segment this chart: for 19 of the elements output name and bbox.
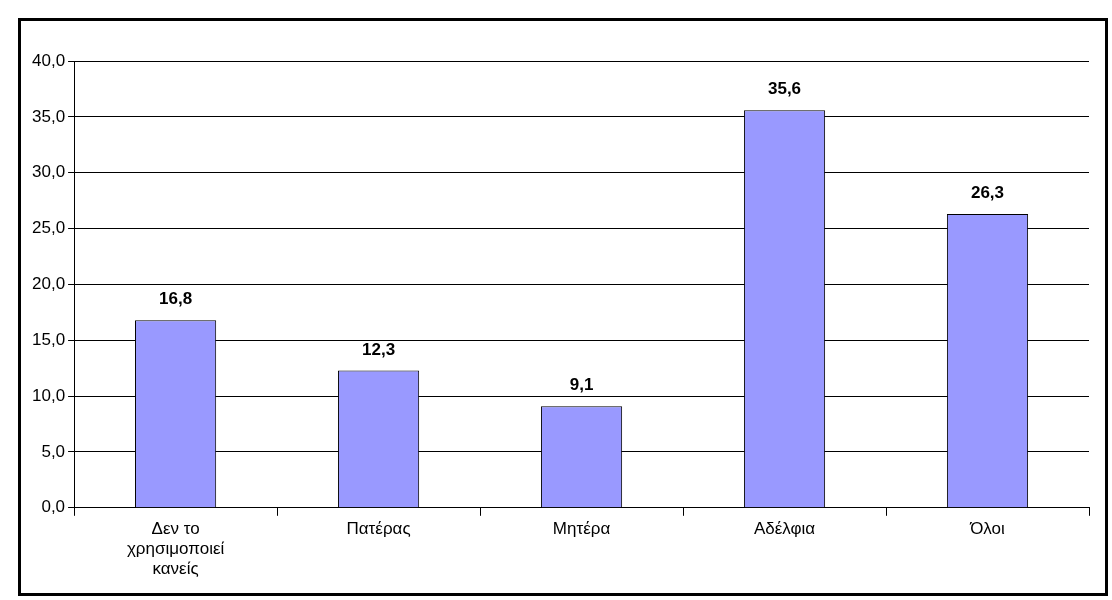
y-tick-label: 20,0	[31, 274, 66, 294]
y-tick-label: 25,0	[31, 218, 66, 238]
data-label: 35,6	[767, 79, 802, 99]
data-label: 16,8	[159, 289, 193, 309]
y-tick-label: 40,0	[31, 50, 66, 70]
y-tick-label: 5,0	[41, 441, 66, 461]
x-tick-label: Μητέρα	[552, 518, 611, 538]
y-tick-label: 30,0	[31, 162, 66, 182]
y-tick-label: 10,0	[31, 385, 66, 405]
x-tick-label: Πατέρας	[346, 518, 411, 538]
x-tick-label: Αδέλφια	[753, 518, 816, 538]
data-label: 12,3	[362, 339, 396, 359]
y-tick-label: 0,0	[41, 497, 66, 517]
data-label: 26,3	[970, 183, 1005, 203]
y-tick-label: 15,0	[31, 329, 66, 349]
x-tick-label: Δεν το χρησιμοποιεί κανείς	[126, 518, 225, 579]
data-label: 9,1	[569, 375, 594, 395]
y-tick-label: 35,0	[31, 106, 66, 126]
x-tick-label: Όλοι	[969, 518, 1006, 538]
